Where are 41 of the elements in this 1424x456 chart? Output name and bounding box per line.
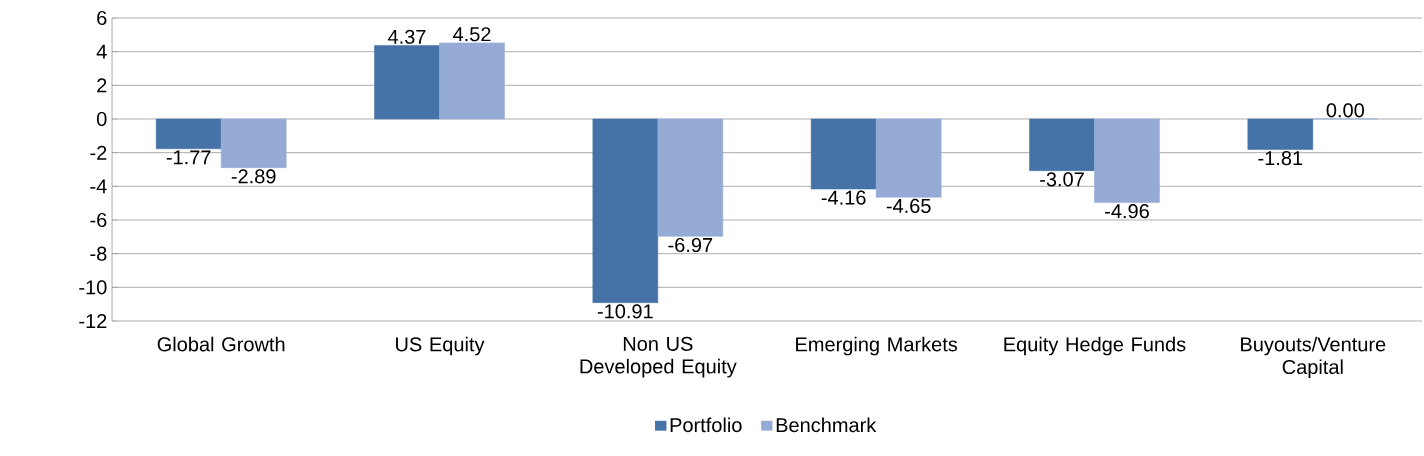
bar (592, 118, 659, 303)
y-tick-label: -2 (90, 145, 107, 160)
bar (1029, 118, 1095, 171)
legend-label: Benchmark (776, 417, 877, 433)
y-tick-label: 0 (96, 111, 107, 127)
x-tick-label: Non US Developed Equity (580, 336, 737, 378)
bar (155, 118, 222, 150)
data-label: -3.07 (1040, 172, 1084, 187)
x-tick-label: Global Growth (157, 336, 285, 352)
bar (374, 45, 440, 120)
bar (220, 118, 287, 168)
y-tick-label: 2 (97, 78, 107, 93)
y-tick-label: 6 (97, 10, 107, 26)
bar (1247, 118, 1314, 150)
x-tick-label: Equity Hedge Funds (1004, 336, 1186, 356)
data-label: -6.97 (668, 237, 713, 253)
y-tick-label: 4 (96, 44, 107, 59)
data-label: -1.77 (166, 150, 211, 165)
data-label: -4.96 (1105, 204, 1149, 219)
bar (1094, 118, 1160, 203)
y-tick-label: -6 (90, 212, 107, 228)
x-tick-label: Buyouts/Venture Capital (1241, 336, 1386, 379)
bar (875, 118, 942, 198)
data-label: 0.00 (1326, 103, 1364, 118)
data-label: -10.91 (597, 304, 653, 319)
data-label: -4.65 (886, 198, 931, 214)
y-tick-label: -10 (79, 280, 107, 295)
data-label: -4.16 (821, 190, 866, 205)
x-tick-label: US Equity (396, 336, 485, 356)
legend-label: Portfolio (670, 417, 742, 433)
data-label: -1.81 (1258, 151, 1303, 166)
bar (810, 118, 877, 190)
y-tick-label: -12 (79, 314, 107, 328)
x-tick-label: Emerging Markets (796, 336, 958, 356)
y-tick-label: -8 (90, 246, 107, 261)
y-tick-label: -4 (90, 179, 107, 194)
bar (439, 42, 505, 120)
bar (657, 118, 724, 237)
data-label: -2.89 (231, 169, 276, 184)
data-label: 4.52 (453, 27, 491, 42)
data-label: 4.37 (388, 29, 426, 44)
